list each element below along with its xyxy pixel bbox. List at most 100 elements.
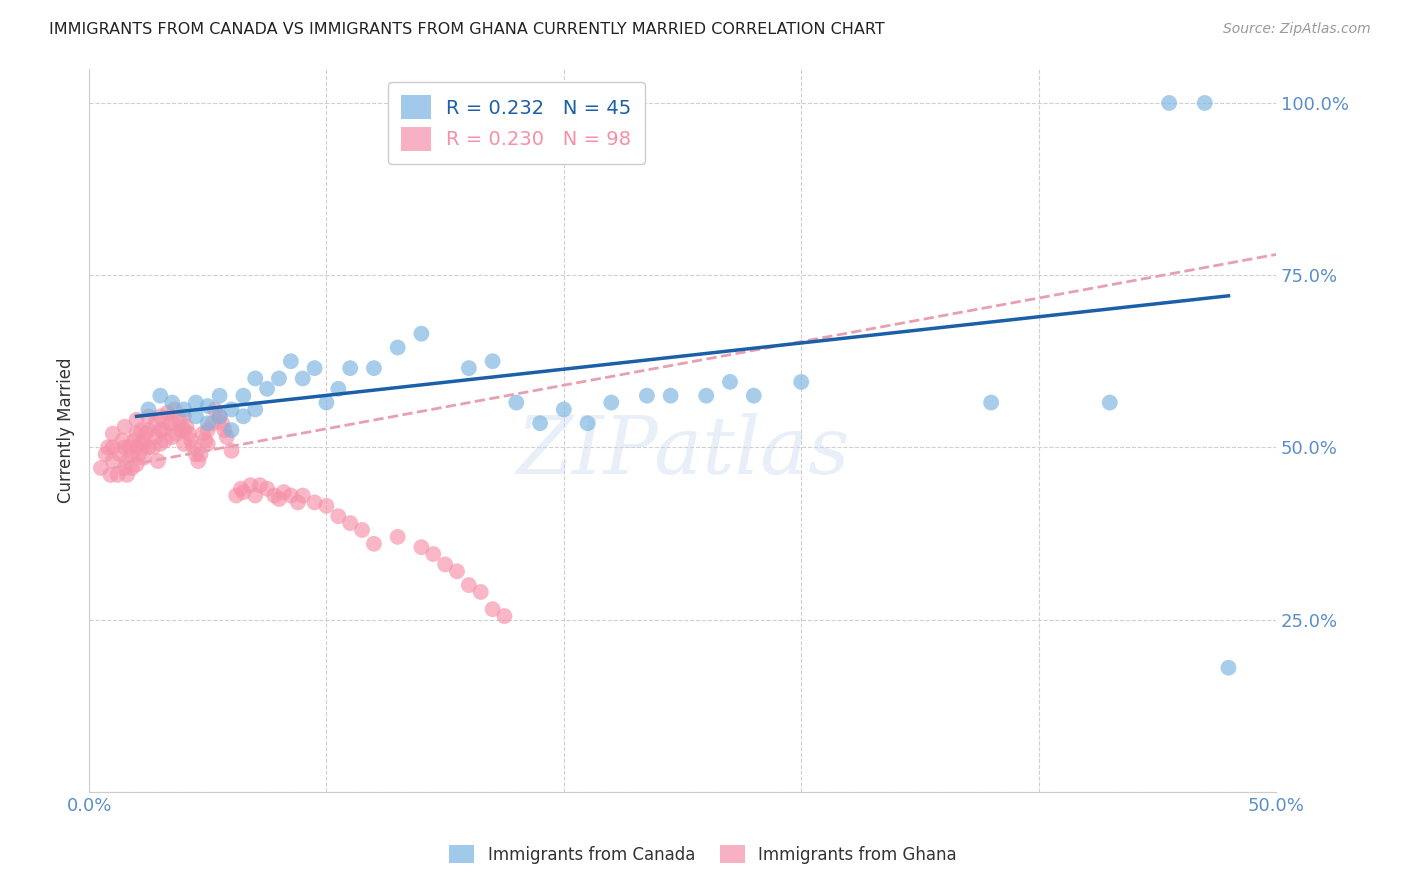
Point bbox=[142, 440, 165, 454]
Point bbox=[263, 489, 285, 503]
Point bbox=[184, 409, 207, 424]
Point bbox=[204, 402, 226, 417]
Point bbox=[273, 485, 295, 500]
Point bbox=[132, 450, 155, 465]
Point bbox=[160, 395, 183, 409]
Point bbox=[245, 489, 267, 503]
Point bbox=[114, 461, 136, 475]
Point bbox=[411, 540, 433, 554]
Point bbox=[101, 440, 124, 454]
Point bbox=[363, 361, 385, 376]
Point bbox=[138, 440, 160, 454]
Point bbox=[149, 409, 172, 424]
Point bbox=[505, 395, 527, 409]
Point bbox=[411, 326, 433, 341]
Point bbox=[173, 409, 195, 424]
Point bbox=[328, 509, 350, 524]
Point bbox=[256, 482, 278, 496]
Point bbox=[1098, 395, 1121, 409]
Point bbox=[245, 402, 267, 417]
Point bbox=[159, 416, 181, 430]
Text: IMMIGRANTS FROM CANADA VS IMMIGRANTS FROM GHANA CURRENTLY MARRIED CORRELATION CH: IMMIGRANTS FROM CANADA VS IMMIGRANTS FRO… bbox=[49, 22, 884, 37]
Point bbox=[980, 395, 1002, 409]
Point bbox=[304, 495, 326, 509]
Point bbox=[457, 361, 479, 376]
Point bbox=[121, 447, 143, 461]
Point bbox=[111, 434, 134, 448]
Point bbox=[229, 482, 252, 496]
Point bbox=[163, 402, 186, 417]
Point bbox=[101, 426, 124, 441]
Point bbox=[173, 437, 195, 451]
Point bbox=[197, 437, 219, 451]
Point bbox=[287, 495, 309, 509]
Point bbox=[173, 402, 195, 417]
Point bbox=[184, 395, 207, 409]
Point bbox=[600, 395, 623, 409]
Point bbox=[191, 426, 214, 441]
Legend: Immigrants from Canada, Immigrants from Ghana: Immigrants from Canada, Immigrants from … bbox=[443, 838, 963, 871]
Point bbox=[152, 423, 174, 437]
Point bbox=[90, 461, 112, 475]
Point bbox=[128, 447, 150, 461]
Point bbox=[125, 440, 148, 454]
Point bbox=[742, 389, 765, 403]
Point bbox=[339, 361, 361, 376]
Point bbox=[97, 440, 120, 454]
Point bbox=[315, 499, 337, 513]
Point bbox=[114, 419, 136, 434]
Point bbox=[184, 447, 207, 461]
Point bbox=[221, 402, 243, 417]
Point bbox=[291, 371, 314, 385]
Point bbox=[197, 416, 219, 430]
Point bbox=[208, 409, 231, 424]
Point bbox=[197, 423, 219, 437]
Point bbox=[434, 558, 457, 572]
Point bbox=[208, 409, 231, 424]
Point bbox=[160, 416, 183, 430]
Point bbox=[1159, 95, 1181, 110]
Point bbox=[108, 447, 131, 461]
Point bbox=[121, 461, 143, 475]
Point bbox=[790, 375, 813, 389]
Point bbox=[177, 426, 200, 441]
Point bbox=[187, 454, 209, 468]
Point bbox=[221, 443, 243, 458]
Point bbox=[190, 447, 212, 461]
Point bbox=[267, 491, 290, 506]
Point bbox=[94, 447, 117, 461]
Point bbox=[529, 416, 551, 430]
Point bbox=[387, 341, 409, 355]
Point bbox=[146, 454, 169, 468]
Point bbox=[232, 485, 254, 500]
Point bbox=[135, 426, 157, 441]
Point bbox=[125, 458, 148, 472]
Point bbox=[315, 395, 337, 409]
Point bbox=[239, 478, 262, 492]
Point bbox=[173, 423, 195, 437]
Point bbox=[446, 564, 468, 578]
Point bbox=[183, 440, 205, 454]
Text: ZIPatlas: ZIPatlas bbox=[516, 413, 849, 491]
Point bbox=[232, 409, 254, 424]
Point bbox=[457, 578, 479, 592]
Point bbox=[267, 371, 290, 385]
Point bbox=[149, 389, 172, 403]
Text: Source: ZipAtlas.com: Source: ZipAtlas.com bbox=[1223, 22, 1371, 37]
Point bbox=[470, 585, 492, 599]
Point bbox=[180, 434, 202, 448]
Point bbox=[422, 547, 444, 561]
Point bbox=[291, 489, 314, 503]
Point bbox=[118, 440, 141, 454]
Point bbox=[352, 523, 374, 537]
Point bbox=[114, 440, 136, 454]
Point bbox=[225, 489, 247, 503]
Point bbox=[170, 423, 193, 437]
Point bbox=[387, 530, 409, 544]
Point bbox=[481, 354, 503, 368]
Point bbox=[115, 454, 138, 468]
Point bbox=[215, 430, 238, 444]
Point bbox=[107, 467, 129, 482]
Point bbox=[160, 430, 183, 444]
Point bbox=[197, 399, 219, 413]
